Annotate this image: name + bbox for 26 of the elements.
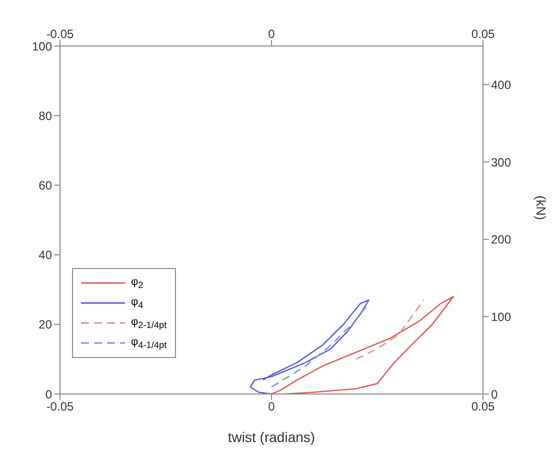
y2-tick-label: 0 bbox=[491, 387, 498, 402]
y-tick-label: 100 bbox=[32, 39, 52, 54]
x-tick-label: 0.05 bbox=[471, 27, 495, 41]
y-tick-label: 40 bbox=[38, 248, 52, 262]
y-tick-label: 60 bbox=[38, 178, 52, 192]
y-tick-label: 0 bbox=[45, 387, 52, 402]
y2-axis-title: (kN) bbox=[533, 195, 548, 220]
line-series bbox=[355, 299, 424, 360]
y2-tick-label: 200 bbox=[491, 232, 512, 247]
legend-label: φ$_{2-1/4pt}$ bbox=[131, 316, 167, 330]
y-tick-label: 80 bbox=[38, 108, 52, 123]
x-axis-title: twist (radians) bbox=[228, 429, 316, 445]
x2-tick-label: 0 bbox=[268, 400, 276, 414]
y2-tick-label: 300 bbox=[491, 155, 512, 170]
legend-label: φ$_{2}$ bbox=[131, 276, 144, 290]
y-tick-label: 20 bbox=[38, 318, 52, 332]
y2-tick-label: 100 bbox=[491, 310, 512, 324]
x2-tick-label: 0.05 bbox=[471, 400, 495, 414]
x-tick-label: 0 bbox=[268, 27, 276, 41]
line-series bbox=[250, 299, 370, 394]
x2-tick-label: -0.05 bbox=[46, 400, 74, 414]
x-tick-label: -0.05 bbox=[46, 27, 74, 41]
legend-label: φ$_{4-1/4pt}$ bbox=[131, 336, 167, 350]
legend-label: φ$_{4}$ bbox=[131, 296, 144, 310]
line-series bbox=[270, 296, 454, 394]
y2-tick-label: 400 bbox=[491, 78, 512, 92]
